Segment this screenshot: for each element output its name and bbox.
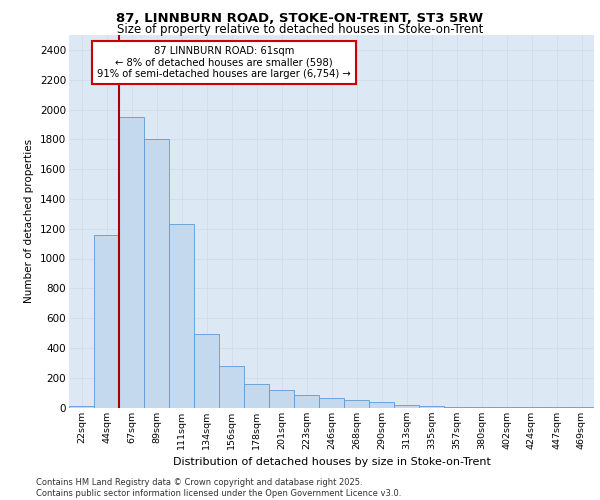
Bar bbox=[119, 117, 144, 408]
Text: 87 LINNBURN ROAD: 61sqm
← 8% of detached houses are smaller (598)
91% of semi-de: 87 LINNBURN ROAD: 61sqm ← 8% of detached… bbox=[97, 46, 351, 80]
Bar bbox=[219, 366, 244, 408]
X-axis label: Distribution of detached houses by size in Stoke-on-Trent: Distribution of detached houses by size … bbox=[173, 457, 490, 467]
Text: Contains HM Land Registry data © Crown copyright and database right 2025.
Contai: Contains HM Land Registry data © Crown c… bbox=[36, 478, 401, 498]
Bar bbox=[469, 407, 494, 408]
Bar bbox=[94, 236, 119, 408]
Bar bbox=[394, 406, 419, 407]
Bar bbox=[369, 402, 394, 407]
Bar bbox=[444, 407, 469, 408]
Bar bbox=[419, 406, 444, 407]
Bar bbox=[344, 400, 369, 407]
Bar bbox=[319, 398, 344, 407]
Bar bbox=[194, 334, 219, 407]
Bar bbox=[169, 224, 194, 408]
Bar bbox=[269, 390, 294, 407]
Y-axis label: Number of detached properties: Number of detached properties bbox=[25, 139, 34, 304]
Bar bbox=[69, 406, 94, 407]
Bar bbox=[244, 384, 269, 407]
Bar bbox=[294, 395, 319, 407]
Text: Size of property relative to detached houses in Stoke-on-Trent: Size of property relative to detached ho… bbox=[117, 22, 483, 36]
Text: 87, LINNBURN ROAD, STOKE-ON-TRENT, ST3 5RW: 87, LINNBURN ROAD, STOKE-ON-TRENT, ST3 5… bbox=[116, 12, 484, 26]
Bar bbox=[144, 140, 169, 407]
